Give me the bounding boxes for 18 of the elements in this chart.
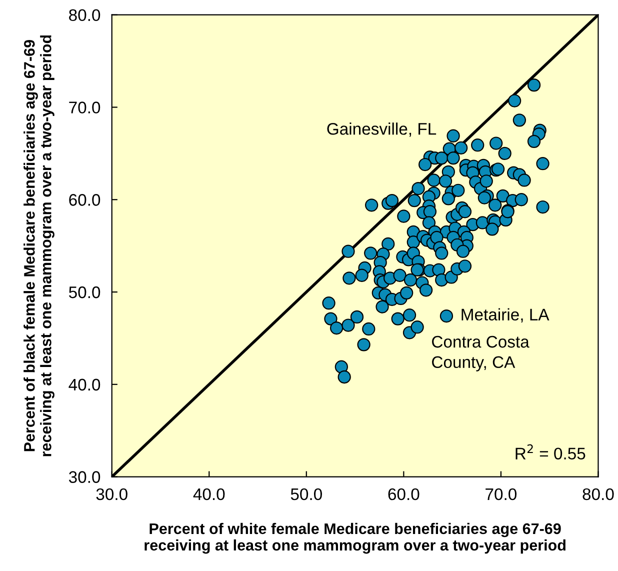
- annotation: Gainesville, FL: [327, 122, 436, 137]
- y-tick-label: 80.0: [69, 9, 100, 22]
- x-tick-label: 60.0: [388, 488, 420, 500]
- x-tick-label: 70.0: [486, 488, 517, 500]
- annotation: Contra Costa County, CA: [432, 336, 530, 372]
- x-tick-label: 40.0: [193, 488, 225, 500]
- annotation: Metairie, LA: [462, 308, 550, 322]
- annotation: R$^{2}$ = 0.55: [516, 444, 586, 460]
- x-axis-title: Percent of white female Medicare beneficiaries age 67-69 receiving at least one mammogram over a two-year period: [144, 522, 566, 554]
- y-tick-label: 60.0: [69, 194, 100, 206]
- y-tick-label: 50.0: [68, 286, 100, 298]
- x-tick-label: 50.0: [290, 488, 322, 500]
- y-tick-label: 40.0: [68, 378, 100, 391]
- y-tick-label: 70.0: [69, 102, 100, 114]
- y-tick-label: 30.0: [68, 471, 100, 483]
- y-axis-title: Percent of black female Medicare beneficiaries age 67-69 receiving at least one mammogram over a two-year period: [24, 35, 54, 456]
- x-tick-label: 80.0: [582, 488, 614, 500]
- x-tick-label: 30.0: [96, 488, 128, 500]
